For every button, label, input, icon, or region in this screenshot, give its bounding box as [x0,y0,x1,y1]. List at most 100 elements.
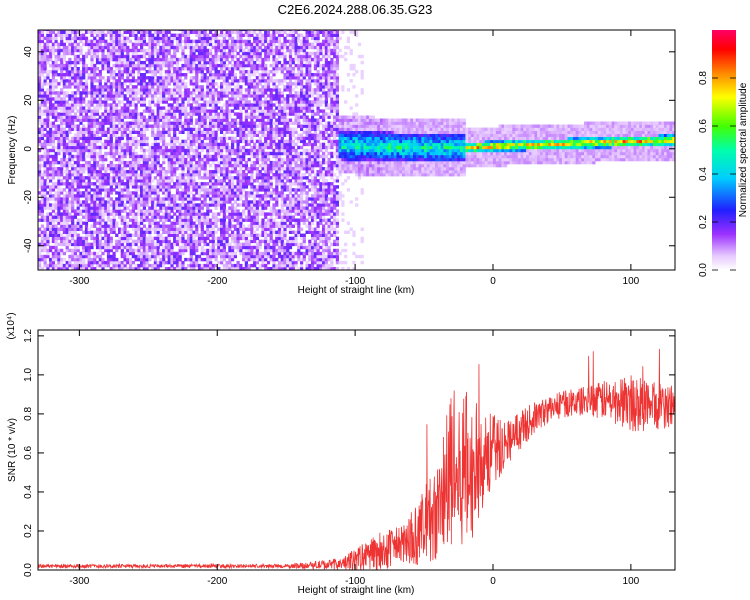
heatmap-cell [231,118,235,122]
heatmap-cell [137,142,141,147]
heatmap-cell [164,242,168,247]
heatmap-cell [231,70,235,74]
heatmap-cell [222,209,226,213]
heatmap-cell [115,263,119,268]
heatmap-cell [73,260,77,265]
heatmap-cell [239,36,243,41]
heatmap-cell [49,121,53,125]
heatmap-cell [76,263,80,268]
heatmap-cell [82,151,86,156]
heatmap-cell [38,170,42,174]
heatmap-cell [126,67,130,71]
heatmap-cell [140,33,144,37]
heatmap-cell [145,106,149,110]
heatmap-cell [134,67,138,71]
heatmap-cell [106,197,111,201]
heatmap-cell [181,182,185,186]
heatmap-cell [126,136,130,141]
heatmap-cell [109,254,113,259]
heatmap-cell [148,263,152,268]
heatmap-cell [38,163,42,168]
heatmap-cell [68,194,72,198]
heatmap-cell [192,163,196,168]
heatmap-cell [49,230,53,234]
heatmap-cell [148,94,152,98]
heatmap-cell [84,242,89,247]
heatmap-cell [93,218,97,222]
heatmap-cell [84,154,89,159]
heatmap-cell [118,85,122,89]
heatmap-cell [244,127,248,131]
heatmap-cell [62,82,66,86]
heatmap-cell [54,145,58,150]
heatmap-cell [126,45,130,50]
heatmap-cell [200,45,204,50]
heatmap-cell [82,254,86,259]
heatmap-cell [222,179,226,183]
heatmap-cell [175,85,180,89]
heatmap-cell [109,209,113,213]
heatmap-cell [239,145,243,150]
heatmap-cell [106,45,111,50]
heatmap-cell [76,239,80,244]
heatmap-cell [131,97,135,101]
heatmap-cell [109,82,113,86]
heatmap-cell [184,163,188,168]
heatmap-cell [209,254,213,259]
heatmap-cell [167,254,171,259]
heatmap-cell [145,176,149,180]
heatmap-cell [228,76,232,80]
heatmap-cell [225,191,229,195]
heatmap-cell [129,267,133,270]
heatmap-cell [129,97,133,101]
heatmap-cell [236,154,240,159]
heatmap-cell [142,191,146,195]
heatmap-cell [220,67,224,71]
heatmap-cell [60,215,64,219]
heatmap-cell [93,115,97,119]
heatmap-cell [131,121,135,125]
heatmap-cell [142,263,146,268]
heatmap-cell [43,151,47,156]
heatmap-cell [112,206,116,210]
heatmap-cell [233,209,237,213]
heatmap-cell [173,157,177,162]
heatmap-cell [40,60,44,65]
heatmap-cell [60,227,64,231]
heatmap-cell [220,130,224,134]
heatmap-cell [54,67,58,71]
heatmap-cell [84,182,89,186]
heatmap-cell [57,194,61,198]
heatmap-cell [181,242,185,247]
heatmap-cell [54,103,58,107]
heatmap-cell [131,91,135,95]
heatmap-cell [98,76,102,80]
heatmap-cell [129,100,133,104]
heatmap-cell [98,245,102,250]
heatmap-cell [156,248,160,253]
heatmap-cell [200,85,204,89]
heatmap-cell [109,124,113,128]
heatmap-cell [65,185,69,189]
heatmap-cell [115,221,119,225]
heatmap-cell [184,224,188,228]
heatmap-cell [242,130,246,134]
heatmap-cell [43,42,47,47]
heatmap-cell [101,76,105,80]
heatmap-cell [68,230,72,234]
heatmap-cell [178,173,182,177]
heatmap-cell [175,267,180,270]
heatmap-cell [76,236,80,241]
heatmap-cell [220,85,224,89]
heatmap-cell [195,112,199,116]
heatmap-cell [93,173,97,177]
heatmap-cell [197,127,202,131]
heatmap-cell [126,127,130,131]
heatmap-cell [134,218,138,222]
heatmap-cell [236,191,240,195]
heatmap-cell [175,215,180,219]
heatmap-cell [79,194,83,198]
heatmap-cell [153,157,157,162]
heatmap-cell [186,239,191,244]
heatmap-cell [84,115,89,119]
